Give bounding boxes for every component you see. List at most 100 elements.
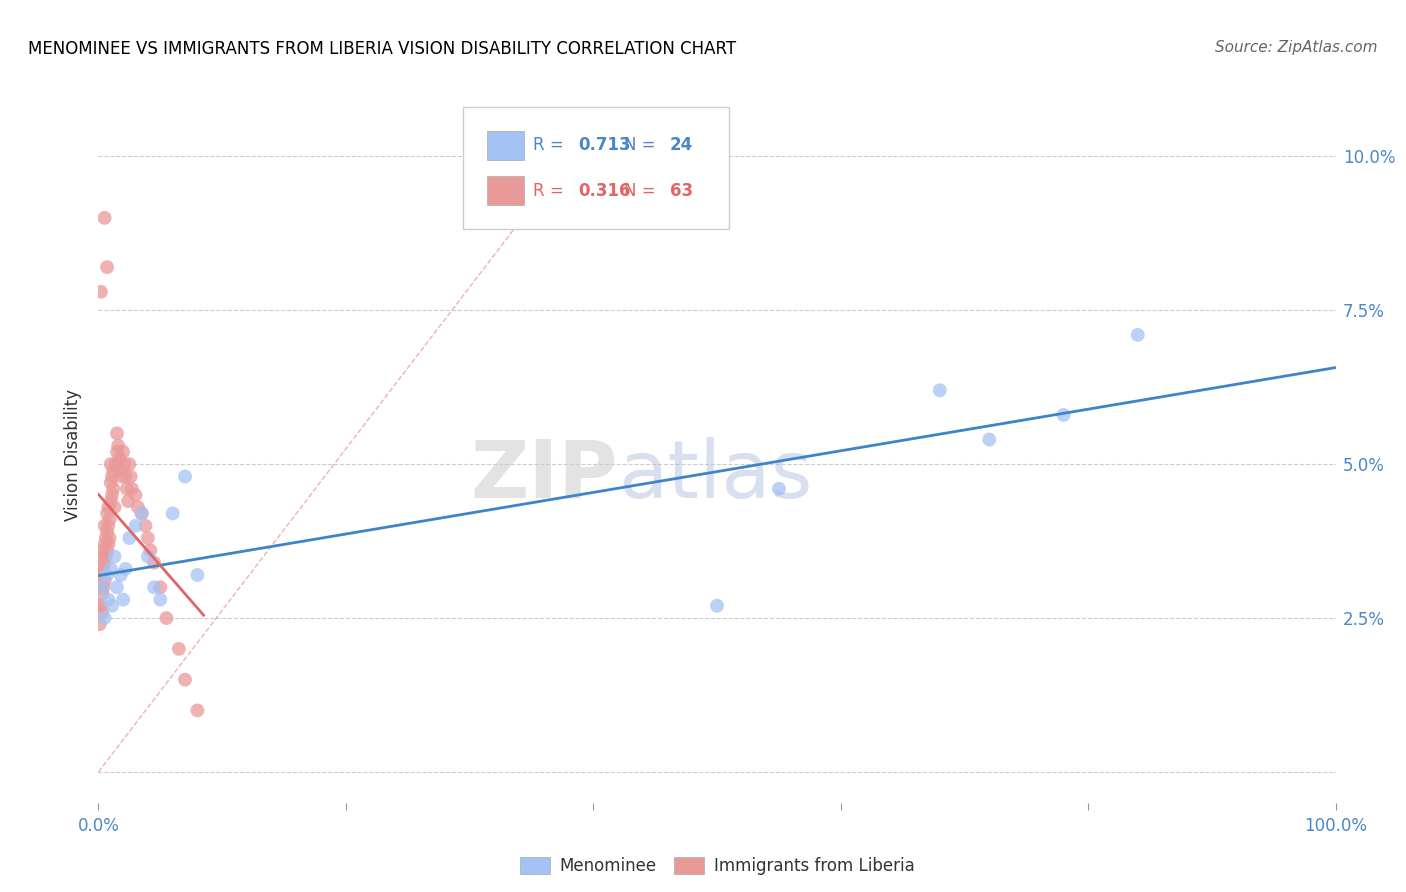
Point bbox=[105, 445, 128, 459]
Point bbox=[134, 518, 156, 533]
Point bbox=[162, 507, 184, 521]
Point bbox=[91, 568, 114, 582]
Point bbox=[90, 599, 112, 613]
Point bbox=[167, 641, 190, 656]
Point bbox=[90, 562, 112, 576]
FancyBboxPatch shape bbox=[486, 131, 524, 160]
Point bbox=[98, 512, 121, 526]
Point bbox=[1126, 327, 1149, 342]
Point bbox=[928, 384, 950, 398]
Point bbox=[98, 531, 121, 545]
Point bbox=[979, 433, 1001, 447]
Point bbox=[174, 469, 197, 483]
Point bbox=[149, 580, 172, 594]
Text: 0.316: 0.316 bbox=[578, 182, 631, 200]
Text: 0.713: 0.713 bbox=[578, 136, 631, 154]
Point bbox=[107, 457, 129, 471]
Point bbox=[93, 580, 115, 594]
Point bbox=[93, 562, 115, 576]
Point bbox=[124, 488, 146, 502]
Point bbox=[91, 580, 114, 594]
Point bbox=[100, 562, 122, 576]
Point bbox=[93, 211, 115, 225]
Point bbox=[1052, 408, 1074, 422]
Point bbox=[114, 469, 136, 483]
Point bbox=[103, 482, 125, 496]
Point bbox=[94, 549, 117, 564]
Point bbox=[93, 611, 115, 625]
Point bbox=[93, 518, 115, 533]
Legend: Menominee, Immigrants from Liberia: Menominee, Immigrants from Liberia bbox=[513, 850, 921, 881]
Point bbox=[139, 543, 162, 558]
Point bbox=[93, 537, 115, 551]
Point bbox=[97, 592, 120, 607]
Point bbox=[91, 549, 114, 564]
Point bbox=[111, 469, 134, 483]
Point bbox=[108, 450, 131, 465]
Point bbox=[96, 507, 118, 521]
Point bbox=[118, 531, 141, 545]
Point bbox=[127, 500, 149, 515]
Text: ZIP: ZIP bbox=[471, 437, 619, 515]
Point bbox=[97, 537, 120, 551]
Point bbox=[131, 507, 153, 521]
FancyBboxPatch shape bbox=[486, 176, 524, 205]
Text: N =: N = bbox=[624, 182, 661, 200]
Text: 63: 63 bbox=[671, 182, 693, 200]
Point bbox=[143, 556, 166, 570]
Point bbox=[768, 482, 790, 496]
Point bbox=[100, 457, 122, 471]
Point bbox=[97, 518, 120, 533]
Point bbox=[105, 580, 128, 594]
Point bbox=[90, 285, 112, 299]
Point bbox=[149, 592, 172, 607]
Point bbox=[90, 580, 112, 594]
Point bbox=[89, 617, 111, 632]
Point bbox=[105, 426, 128, 441]
Point bbox=[91, 586, 114, 600]
Point bbox=[97, 500, 120, 515]
Point bbox=[103, 549, 125, 564]
Point bbox=[96, 568, 118, 582]
Point bbox=[112, 592, 135, 607]
Point bbox=[101, 599, 124, 613]
Point bbox=[186, 568, 208, 582]
Point bbox=[101, 469, 124, 483]
Text: R =: R = bbox=[533, 182, 568, 200]
Point bbox=[96, 524, 118, 539]
Point bbox=[115, 482, 138, 496]
Point bbox=[96, 543, 118, 558]
Point bbox=[155, 611, 177, 625]
Point bbox=[103, 463, 125, 477]
Point bbox=[93, 556, 115, 570]
Point bbox=[94, 531, 117, 545]
Point bbox=[112, 457, 135, 471]
Point bbox=[706, 599, 728, 613]
Point bbox=[110, 463, 132, 477]
Point bbox=[124, 518, 146, 533]
Text: Source: ZipAtlas.com: Source: ZipAtlas.com bbox=[1215, 40, 1378, 55]
Point bbox=[96, 260, 118, 274]
FancyBboxPatch shape bbox=[464, 107, 730, 229]
Point bbox=[91, 605, 114, 619]
Point bbox=[136, 531, 159, 545]
Point bbox=[100, 475, 122, 490]
Point bbox=[103, 500, 125, 515]
Point bbox=[89, 580, 111, 594]
Text: 24: 24 bbox=[671, 136, 693, 154]
Point bbox=[110, 568, 132, 582]
Point bbox=[107, 439, 129, 453]
Point bbox=[136, 549, 159, 564]
Text: atlas: atlas bbox=[619, 437, 813, 515]
Text: R =: R = bbox=[533, 136, 568, 154]
Point bbox=[93, 543, 115, 558]
Point bbox=[118, 457, 141, 471]
Point bbox=[93, 574, 115, 589]
Point bbox=[104, 457, 127, 471]
Point bbox=[101, 488, 124, 502]
Text: N =: N = bbox=[624, 136, 661, 154]
Point bbox=[131, 507, 153, 521]
Point bbox=[120, 469, 142, 483]
Point bbox=[100, 494, 122, 508]
Point bbox=[117, 494, 139, 508]
